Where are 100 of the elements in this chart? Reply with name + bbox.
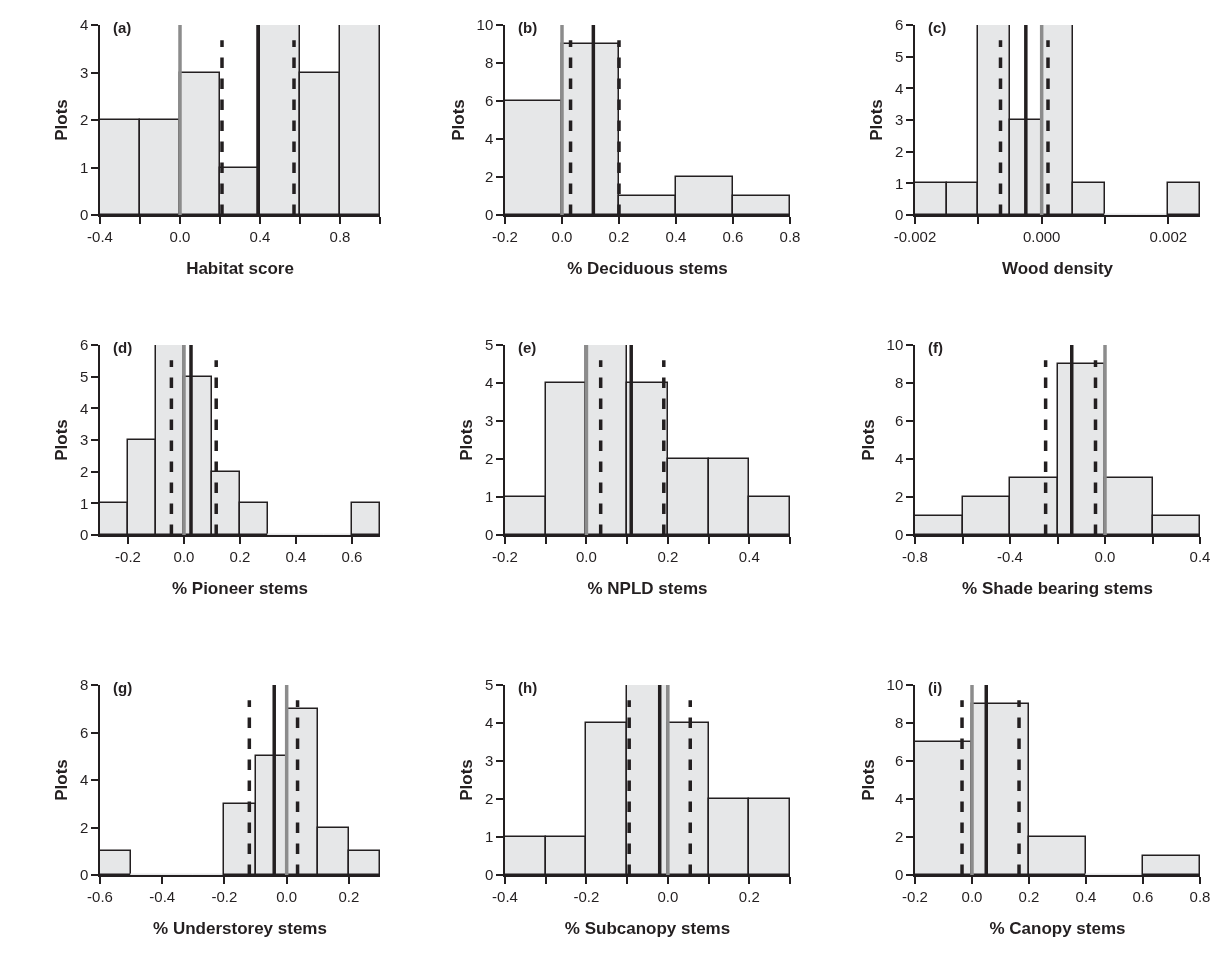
y-axis-title: Plots	[456, 419, 476, 461]
chart-title: (i)	[928, 679, 943, 696]
y-tick-label: 4	[484, 714, 494, 732]
y-tick-label: 0	[484, 866, 494, 884]
y-tick-label: 0	[894, 526, 904, 544]
x-tick-label: -0.2	[902, 887, 928, 905]
x-tick-label: 0.4	[738, 547, 760, 565]
y-tick-label: 6	[79, 336, 89, 354]
y-tick-label: 6	[894, 16, 904, 34]
y-axis-title: Plots	[51, 419, 71, 461]
x-tick-label: -0.4	[997, 547, 1023, 565]
y-tick-label: 4	[484, 374, 494, 392]
x-tick-label: 0.4	[249, 227, 271, 245]
x-tick-label: -0.4	[492, 887, 518, 905]
chart-title: (d)	[113, 339, 133, 356]
x-tick-label: -0.4	[87, 227, 113, 245]
x-axis-title: % Shade bearing stems	[962, 578, 1153, 598]
x-tick-label: 0.0	[169, 227, 191, 245]
x-tick-label: 0.2	[338, 887, 360, 905]
y-tick-label: 1	[484, 488, 494, 506]
y-tick-label: 2	[894, 488, 904, 506]
x-axis-title: % Subcanopy stems	[564, 918, 731, 938]
x-tick-label: -0.2	[115, 547, 141, 565]
y-axis-title: Plots	[858, 419, 878, 461]
x-tick-label: 0.2	[657, 547, 679, 565]
y-tick-label: 2	[484, 790, 494, 808]
y-tick-label: 3	[894, 111, 904, 129]
y-tick-label: 2	[894, 828, 904, 846]
y-tick-label: 4	[894, 790, 904, 808]
x-axis-title: % NPLD stems	[587, 578, 708, 598]
x-tick-label: -0.4	[149, 887, 176, 905]
y-tick-label: 0	[894, 206, 904, 224]
y-axis-title: Plots	[858, 759, 878, 801]
y-tick-label: 3	[79, 431, 89, 449]
y-tick-label: 0	[79, 526, 89, 544]
x-tick-label: 0.0	[961, 887, 983, 905]
x-tick-label: 0.8	[1189, 887, 1211, 905]
y-tick-label: 0	[79, 206, 89, 224]
x-tick-label: 0.2	[738, 887, 760, 905]
x-tick-label: 0.0	[276, 887, 298, 905]
x-tick-label: 0.6	[722, 227, 744, 245]
x-tick-label: 0.0	[1094, 547, 1116, 565]
y-tick-label: 8	[484, 54, 494, 72]
y-tick-label: 3	[484, 752, 494, 770]
chart-title: (g)	[113, 679, 133, 696]
x-axis-title: % Pioneer stems	[171, 578, 309, 598]
x-tick-label: 0.6	[1132, 887, 1154, 905]
x-tick-label: 0.2	[608, 227, 630, 245]
chart-title: (e)	[518, 339, 537, 356]
x-tick-label: 0.0	[657, 887, 679, 905]
y-tick-label: 1	[484, 828, 494, 846]
y-tick-label: 6	[484, 92, 494, 110]
x-axis-title: Wood density	[1001, 258, 1114, 278]
y-tick-label: 5	[484, 336, 494, 354]
y-tick-label: 4	[79, 771, 89, 789]
x-tick-label: 0.0	[576, 547, 597, 565]
y-tick-label: 6	[894, 752, 904, 770]
y-tick-label: 5	[79, 367, 89, 385]
x-tick-label: -0.8	[902, 547, 928, 565]
chart-title: (a)	[113, 19, 132, 36]
x-tick-label: -0.2	[211, 887, 238, 905]
x-tick-label: 0.000	[1022, 227, 1061, 245]
y-axis-title: Plots	[448, 99, 468, 141]
y-tick-label: 2	[79, 462, 89, 480]
y-tick-label: 4	[484, 130, 494, 148]
y-tick-label: 10	[886, 336, 904, 354]
x-tick-label: 0.0	[173, 547, 195, 565]
y-tick-label: 2	[79, 818, 89, 836]
x-tick-label: 0.4	[1075, 887, 1097, 905]
x-tick-label: 0.4	[285, 547, 307, 565]
x-tick-label: 0.8	[779, 227, 801, 245]
chart-title: (h)	[518, 679, 538, 696]
y-axis-title: Plots	[51, 99, 71, 141]
y-tick-label: 10	[886, 676, 904, 694]
y-tick-label: 10	[476, 16, 494, 34]
y-tick-label: 5	[894, 47, 904, 65]
y-tick-label: 1	[79, 158, 89, 176]
y-tick-label: 8	[79, 676, 89, 694]
y-tick-label: 8	[894, 714, 904, 732]
x-tick-label: 0.6	[341, 547, 363, 565]
x-axis-title: % Canopy stems	[989, 918, 1126, 938]
y-tick-label: 2	[484, 450, 494, 468]
y-tick-label: 6	[894, 412, 904, 430]
y-tick-label: 2	[79, 111, 89, 129]
x-tick-label: -0.2	[492, 227, 518, 245]
y-tick-label: 8	[894, 374, 904, 392]
y-tick-label: 1	[79, 494, 89, 512]
x-axis-title: % Deciduous stems	[567, 258, 728, 278]
y-tick-label: 6	[79, 723, 89, 741]
x-tick-label: -0.2	[492, 547, 518, 565]
y-tick-label: 0	[894, 866, 904, 884]
y-tick-label: 3	[79, 63, 89, 81]
chart-title: (f)	[928, 339, 943, 356]
x-axis-title: Habitat score	[186, 258, 294, 278]
y-tick-label: 0	[484, 206, 494, 224]
x-tick-label: -0.2	[573, 887, 600, 905]
y-tick-label: 2	[894, 142, 904, 160]
y-tick-label: 3	[484, 412, 494, 430]
x-tick-label: 0.2	[229, 547, 251, 565]
x-tick-label: 0.8	[329, 227, 351, 245]
